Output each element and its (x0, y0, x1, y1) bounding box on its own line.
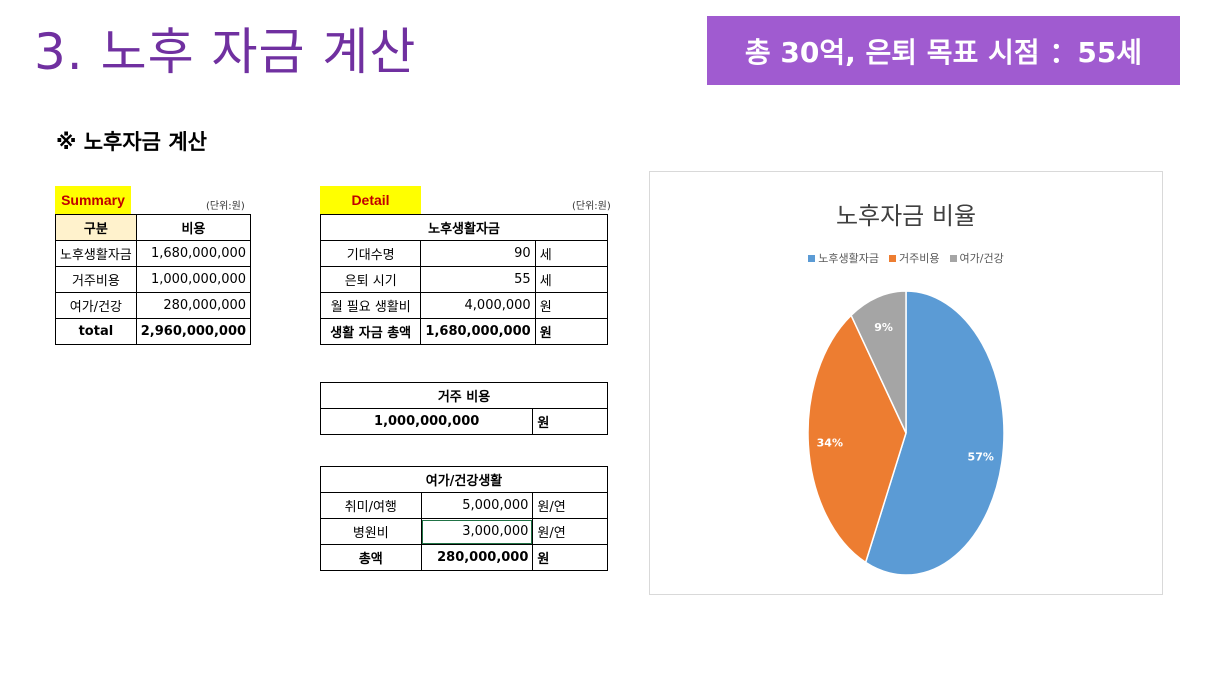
living-cost-table: 노후생활자금 기대수명 90 세 은퇴 시기 55 세 월 필요 생활비 4,0… (319, 214, 609, 345)
detail-unit-cell: 원/연 (532, 518, 608, 545)
detail-unit-cell: 원 (534, 292, 609, 319)
living-total-row: 생활 자금 총액 1,680,000,000 원 (319, 318, 609, 345)
legend-label: 여가/건강 (959, 252, 1004, 265)
detail-unit-cell: 세 (534, 240, 609, 267)
summary-total-label: total (55, 318, 137, 345)
summary-value: 1,680,000,000 (135, 240, 252, 267)
table-row: 1,000,000,000 원 (319, 408, 608, 435)
detail-label: 병원비 (320, 518, 422, 545)
detail-unit-cell: 원/연 (532, 492, 608, 519)
table-row: 은퇴 시기 55 세 (319, 266, 609, 293)
chart-title: 노후자금 비율 (835, 202, 977, 230)
table-row: 취미/여행 5,000,000 원/연 (320, 492, 608, 519)
housing-title: 거주 비용 (320, 382, 608, 409)
housing-cost-table: 거주 비용 1,000,000,000 원 (319, 382, 608, 435)
legend-item: 노후생활자금 (808, 250, 879, 266)
pie-data-label: 9% (874, 321, 893, 334)
table-row: 월 필요 생활비 4,000,000 원 (319, 292, 609, 319)
pie-slice-0[interactable] (864, 290, 1005, 576)
leisure-total-label: 총액 (320, 544, 422, 571)
detail-value: 5,000,000 (420, 492, 534, 519)
legend-label: 노후생활자금 (818, 252, 880, 265)
summary-unit: (단위:원) (206, 201, 245, 212)
detail-value: 55 (420, 266, 536, 293)
summary-header-cost: 비용 (135, 214, 252, 241)
detail-label: 월 필요 생활비 (319, 292, 422, 319)
detail-value: 4,000,000 (420, 292, 536, 319)
leisure-title: 여가/건강생활 (320, 466, 608, 493)
table-row: 여가/건강 280,000,000 (55, 292, 252, 319)
living-total-unit: 원 (534, 318, 609, 345)
pie-slice-2[interactable] (850, 290, 907, 434)
leisure-title-row: 여가/건강생활 (320, 466, 608, 493)
living-total-value: 1,680,000,000 (420, 318, 536, 345)
summary-label: 노후생활자금 (55, 240, 137, 267)
legend-swatch (808, 254, 816, 262)
living-title-row: 노후생활자금 (320, 214, 608, 241)
table-row: 거주비용 1,000,000,000 (55, 266, 252, 293)
housing-title-row: 거주 비용 (320, 382, 608, 409)
leisure-total-value: 280,000,000 (420, 544, 534, 571)
legend-swatch (949, 254, 957, 262)
living-total-label: 생활 자금 총액 (319, 318, 422, 345)
legend-item: 거주비용 (889, 250, 940, 266)
legend-label: 거주비용 (899, 252, 940, 265)
table-row: 병원비 3,000,000 원/연 (320, 518, 608, 545)
living-title: 노후생활자금 (320, 214, 608, 241)
summary-value: 280,000,000 (135, 292, 252, 319)
leisure-total-row: 총액 280,000,000 원 (320, 544, 608, 571)
detail-label: 은퇴 시기 (319, 266, 422, 293)
summary-table: 구분 비용 노후생활자금 1,680,000,000 거주비용 1,000,00… (55, 214, 252, 345)
table-row: 노후생활자금 1,680,000,000 (55, 240, 252, 267)
summary-value: 1,000,000,000 (135, 266, 252, 293)
chart-legend: 노후생활자금 거주비용 여가/건강 (650, 250, 1162, 266)
table-row: 기대수명 90 세 (319, 240, 609, 267)
pie-slice-1[interactable] (807, 314, 907, 564)
summary-tag: Summary (55, 186, 131, 214)
detail-unit: (단위:원) (572, 201, 611, 212)
pie-plot-area: 57% 34% 9% (807, 290, 1005, 576)
summary-total-row: total 2,960,000,000 (55, 318, 252, 345)
summary-header-category: 구분 (55, 214, 137, 241)
summary-label: 거주비용 (55, 266, 137, 293)
legend-swatch (889, 254, 897, 262)
pie-chart[interactable]: 노후자금 비율 노후생활자금 거주비용 여가/건강 57% 34% 9% (649, 171, 1163, 595)
detail-unit-cell: 세 (534, 266, 609, 293)
section-title: ※ 노후자금 계산 (56, 130, 207, 154)
leisure-total-unit: 원 (532, 544, 608, 571)
summary-label: 여가/건강 (55, 292, 137, 319)
summary-total-value: 2,960,000,000 (135, 318, 252, 345)
selected-cell[interactable]: 3,000,000 (420, 518, 534, 545)
goal-banner: 총 30억, 은퇴 목표 시점 ：55세 (707, 16, 1180, 85)
housing-unit: 원 (532, 408, 608, 435)
pie-data-label: 34% (817, 436, 843, 449)
detail-label: 기대수명 (319, 240, 422, 267)
detail-tag: Detail (320, 186, 421, 214)
legend-item: 여가/건강 (949, 250, 1004, 266)
slide-title: 3. 노후 자금 계산 (34, 23, 417, 81)
detail-label: 취미/여행 (320, 492, 422, 519)
leisure-cost-table: 여가/건강생활 취미/여행 5,000,000 원/연 병원비 3,000,00… (320, 466, 608, 571)
detail-value: 90 (420, 240, 536, 267)
pie-data-label: 57% (968, 450, 994, 463)
summary-header-row: 구분 비용 (55, 214, 252, 241)
housing-value: 1,000,000,000 (319, 408, 534, 435)
